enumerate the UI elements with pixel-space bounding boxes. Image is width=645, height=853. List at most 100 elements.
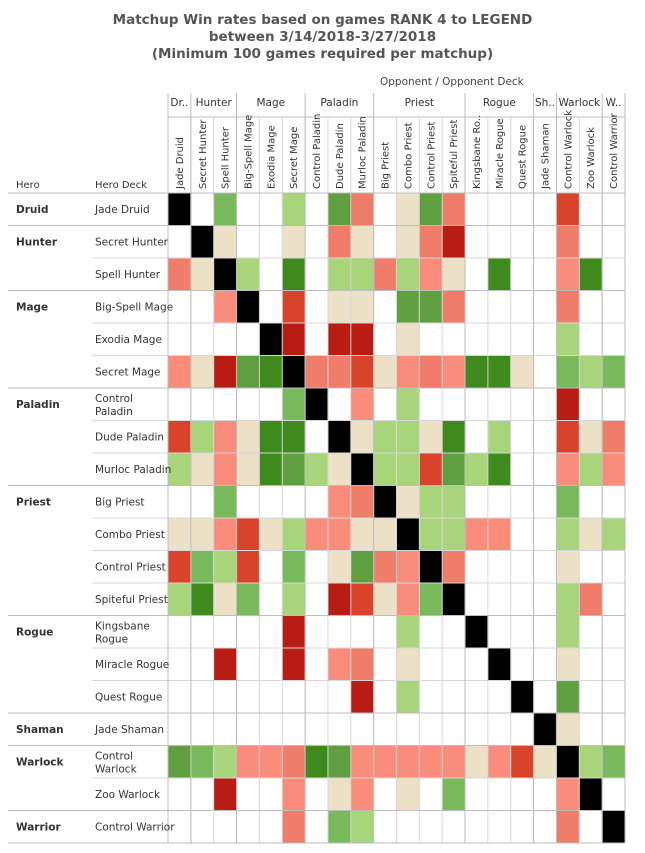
heatmap-cell	[168, 745, 192, 779]
heatmap-cell	[350, 420, 374, 454]
heatmap-cell	[396, 225, 420, 259]
heatmap-cell	[442, 420, 466, 454]
heatmap-cell	[442, 518, 466, 551]
heatmap-cell	[350, 290, 374, 324]
heatmap-cell	[556, 420, 580, 454]
opponent-deck-label: Big-Spell Mage	[243, 115, 254, 189]
heatmap-cell	[236, 745, 260, 779]
heatmap-cell	[419, 355, 443, 389]
heatmap-cell	[487, 420, 512, 454]
heatmap-cell	[350, 355, 374, 389]
heatmap-cell	[350, 680, 374, 714]
hero-class-label: Warrior	[16, 822, 61, 834]
heatmap-cell	[419, 420, 443, 454]
opponent-deck-label: Murloc Paladin	[358, 116, 369, 189]
hero-deck-column-header: Hero Deck	[95, 180, 147, 191]
opponent-deck-label: Kingsbane Ro..	[472, 115, 483, 189]
heatmap-cell	[259, 420, 283, 454]
heatmap-cell	[442, 290, 466, 324]
hero-class-label: Paladin	[16, 399, 60, 411]
opponent-deck-label: Miracle Rogue	[495, 118, 506, 189]
heatmap-cell	[556, 583, 580, 616]
heatmap-cell	[373, 355, 397, 389]
hero-deck-label: Miracle Rogue	[95, 659, 169, 671]
opponent-class-label: Warlock	[558, 97, 601, 109]
heatmap-cell	[327, 810, 352, 844]
hero-deck-label: Zoo Warlock	[95, 789, 161, 801]
heatmap-cell	[579, 258, 603, 291]
opponent-class-label: Hunter	[196, 97, 233, 109]
heatmap-cell	[327, 583, 352, 616]
hero-class-label: Mage	[16, 302, 48, 314]
heatmap-cell	[327, 550, 352, 584]
hero-class-label: Rogue	[16, 627, 53, 639]
heatmap-cell	[190, 420, 214, 454]
heatmap-cell	[579, 453, 603, 486]
heatmap-cell	[556, 810, 580, 844]
heatmap-cell	[327, 323, 352, 356]
heatmap-cell	[419, 453, 443, 486]
hero-deck-label: Jade Shaman	[94, 724, 164, 736]
heatmap-cell	[168, 193, 192, 226]
heatmap-cell	[556, 355, 580, 389]
hero-class-label: Priest	[16, 497, 51, 509]
heatmap-cell	[236, 518, 260, 551]
heatmap-cell	[190, 453, 214, 486]
heatmap-cell	[533, 745, 557, 779]
heatmap-cell	[487, 258, 512, 291]
hero-column-header: Hero	[16, 180, 40, 191]
heatmap-cell	[579, 778, 603, 811]
heatmap-cell	[350, 453, 374, 486]
opponent-deck-label: Control Warlock	[563, 110, 574, 189]
heatmap-cell	[350, 745, 374, 779]
heatmap-cell	[396, 745, 420, 779]
hero-deck-label: Spiteful Priest	[95, 594, 168, 606]
heatmap-cell	[556, 778, 580, 811]
heatmap-cell	[556, 485, 580, 519]
heatmap-cell	[282, 453, 306, 486]
heatmap-cell	[282, 810, 306, 844]
heatmap-cell	[487, 453, 512, 486]
heatmap-cell	[419, 550, 443, 584]
opponent-deck-label: Control Paladin	[312, 114, 323, 189]
heatmap-cell	[442, 778, 466, 811]
heatmap-cell	[305, 453, 329, 486]
heatmap-cell	[396, 583, 420, 616]
heatmap-cell	[373, 420, 397, 454]
heatmap-cell	[259, 745, 283, 779]
heatmap-cell	[465, 355, 489, 389]
heatmap-cell	[168, 258, 192, 291]
heatmap-cell	[602, 420, 626, 454]
hero-deck-label: Jade Druid	[94, 204, 150, 216]
heatmap-cell	[510, 680, 534, 714]
heatmap-cell	[213, 453, 237, 486]
hero-class-label: Shaman	[16, 724, 64, 736]
hero-deck-label: Big Priest	[95, 496, 145, 508]
heatmap-cell	[305, 355, 329, 389]
heatmap-cell	[396, 290, 420, 324]
heatmap-cell	[259, 453, 283, 486]
heatmap-cell	[327, 485, 352, 519]
heatmap-cell	[282, 615, 306, 649]
heatmap-cell	[282, 778, 306, 811]
heatmap-cell	[213, 648, 237, 681]
heatmap-cell	[487, 745, 512, 779]
heatmap-cell	[556, 388, 580, 421]
heatmap-cell	[282, 193, 306, 226]
heatmap-cell	[350, 225, 374, 259]
heatmap-cell	[487, 648, 512, 681]
heatmap-cell	[442, 550, 466, 584]
heatmap-cell	[305, 388, 329, 421]
heatmap-cell	[487, 518, 512, 551]
heatmap-cell	[213, 290, 237, 324]
heatmap-cell	[556, 615, 580, 649]
heatmap-cell	[282, 518, 306, 551]
heatmap-cell	[396, 680, 420, 714]
heatmap-cell	[282, 420, 306, 454]
heatmap-cell	[213, 583, 237, 616]
opponent-deck-label: Control Priest	[426, 122, 437, 189]
heatmap-cell	[373, 258, 397, 291]
heatmap-cell	[168, 518, 192, 551]
heatmap-cell	[396, 420, 420, 454]
heatmap-cell	[419, 745, 443, 779]
